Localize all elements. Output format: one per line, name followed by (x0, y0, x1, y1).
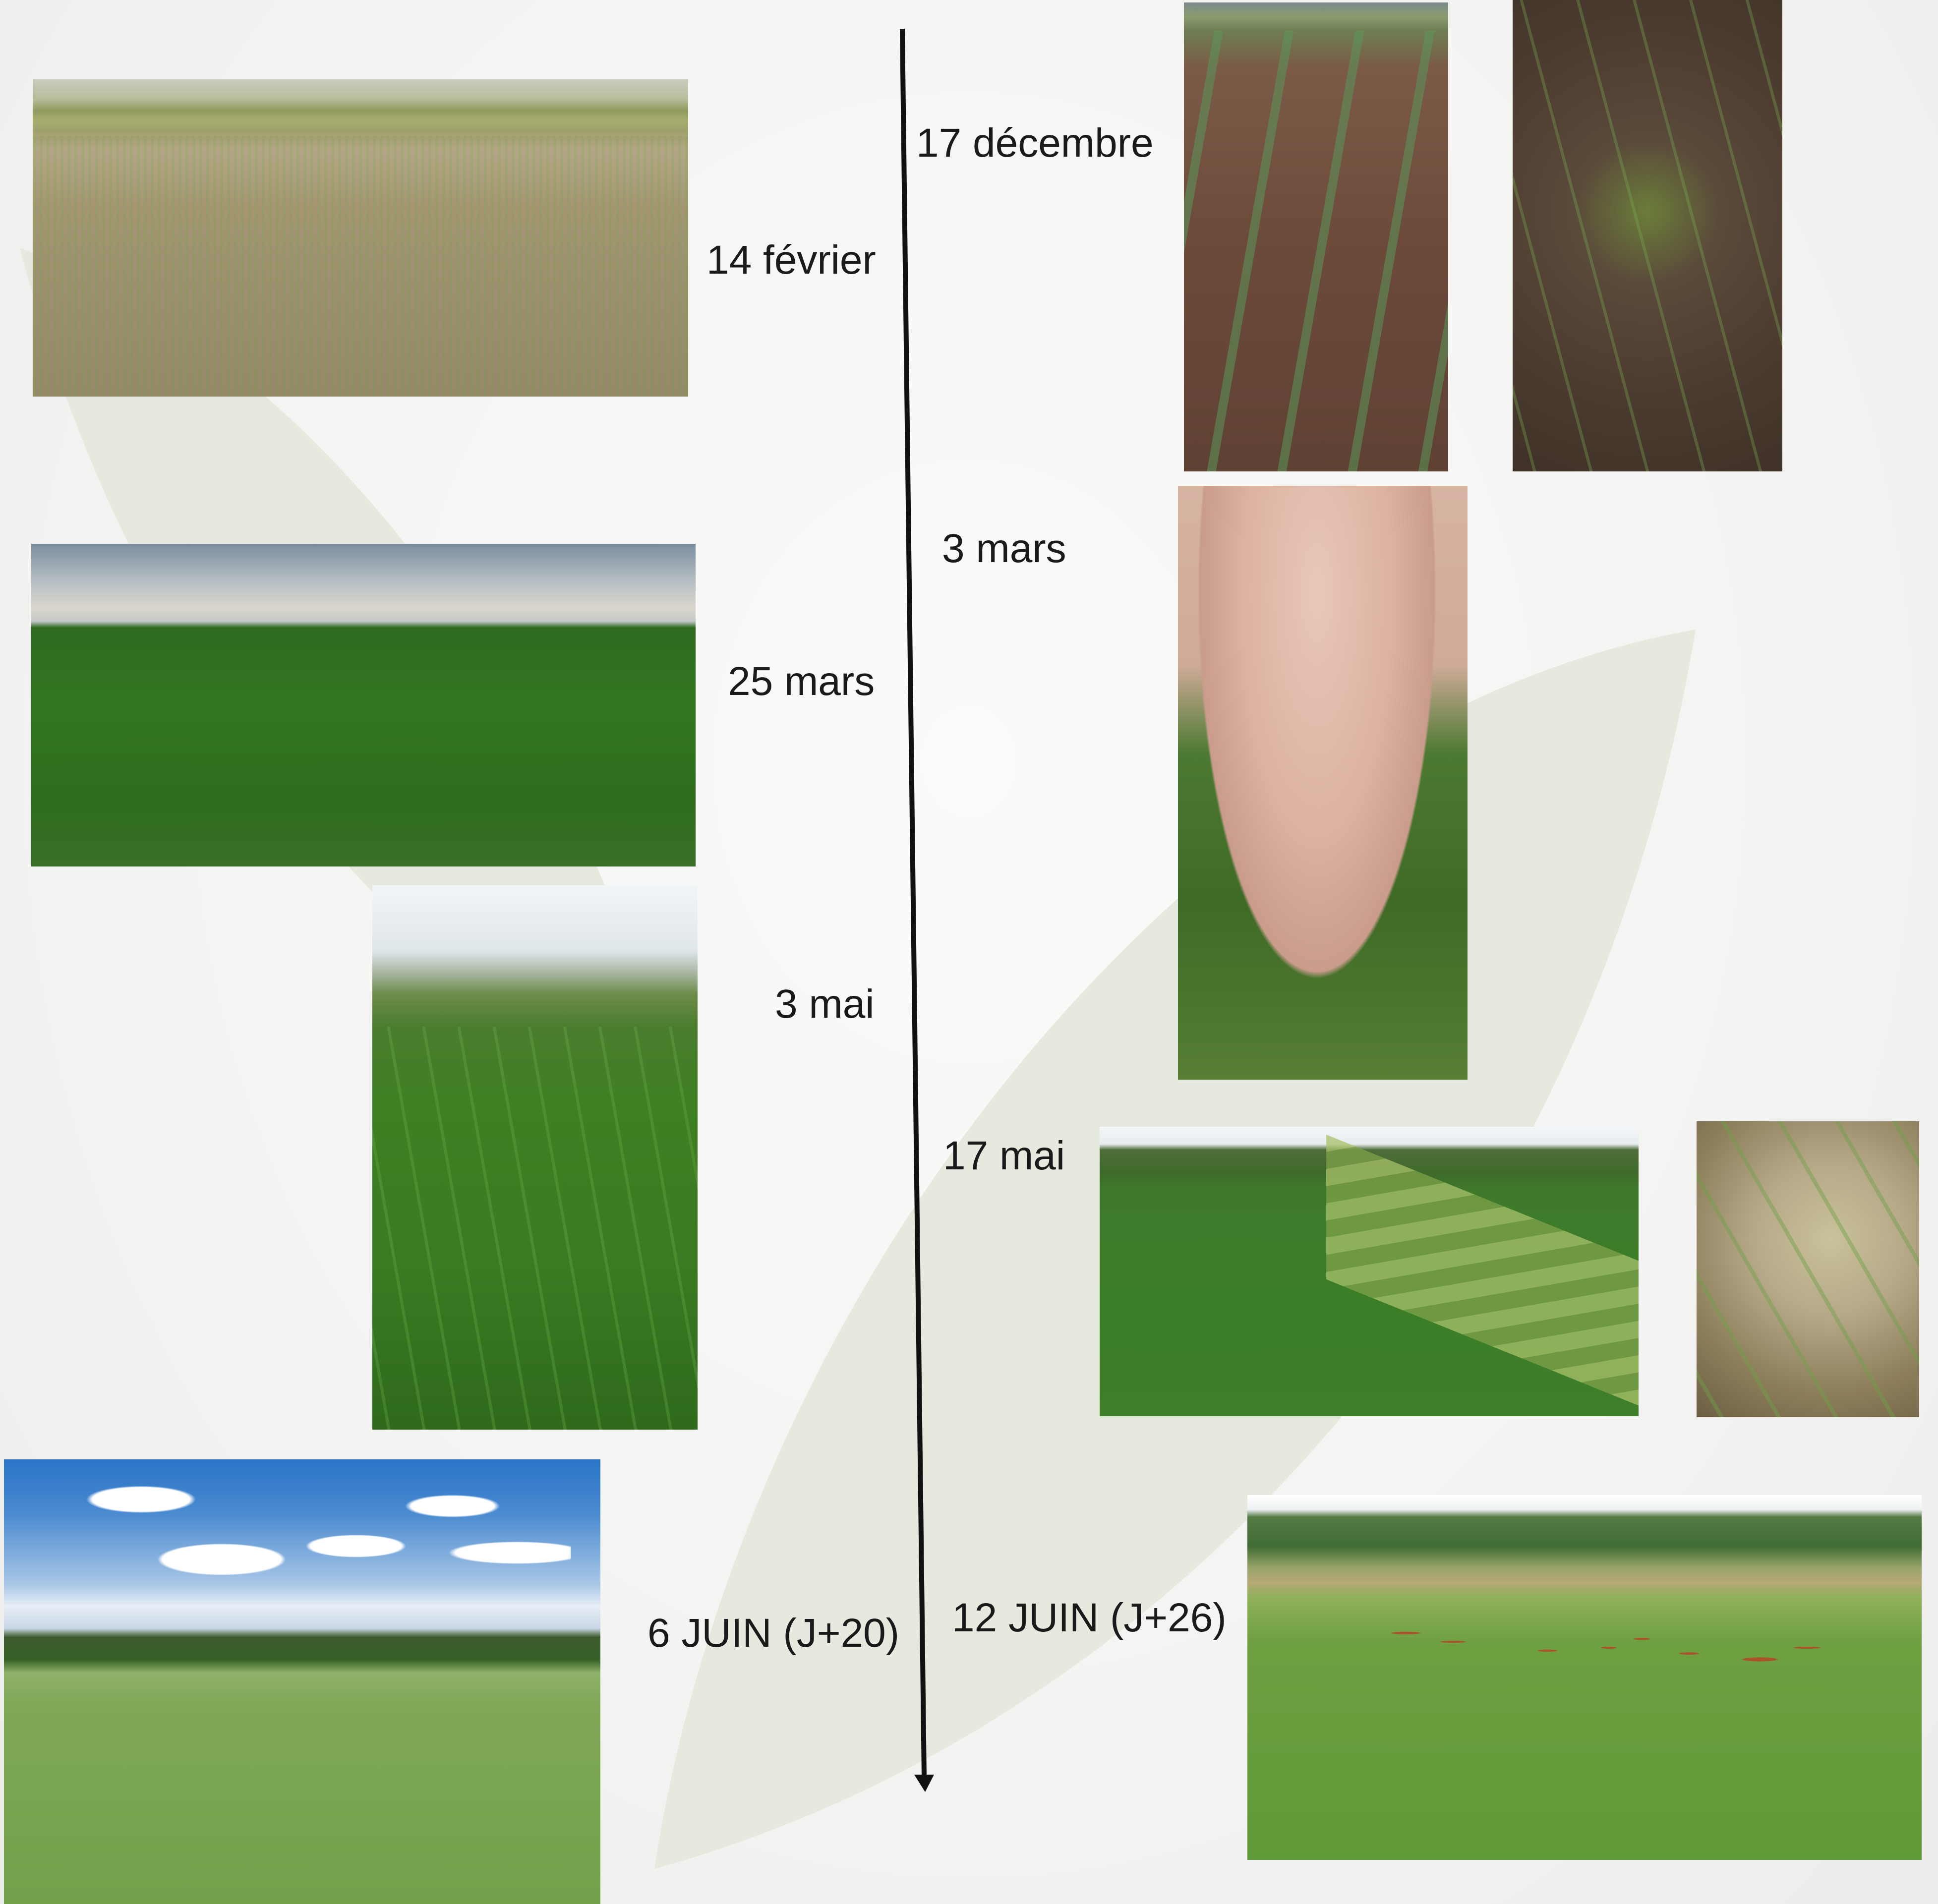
photo-12-juin-cows-field (1247, 1495, 1922, 1860)
label-17-decembre: 17 décembre (916, 120, 1154, 166)
label-3-mai: 3 mai (775, 981, 875, 1027)
photo-14-fevrier-field (33, 79, 688, 397)
photo-17-mai-closeup (1697, 1121, 1919, 1417)
photo-25-mars-field (31, 544, 696, 866)
photo-17-decembre-seedling-closeup (1513, 0, 1782, 471)
timeline-line (900, 28, 927, 1778)
photo-6-juin-field (4, 1459, 600, 1904)
label-14-fevrier: 14 février (706, 237, 876, 283)
label-25-mars: 25 mars (728, 659, 875, 704)
timeline-arrowhead-icon (914, 1775, 934, 1792)
photo-17-decembre-seedling-rows (1184, 2, 1448, 471)
label-3-mars: 3 mars (942, 526, 1066, 571)
photo-3-mars-hand-closeup (1178, 486, 1468, 1080)
label-6-juin: 6 JUIN (J+20) (647, 1611, 900, 1656)
label-12-juin: 12 JUIN (J+26) (952, 1595, 1227, 1640)
photo-3-mai-field (372, 885, 698, 1430)
label-17-mai: 17 mai (943, 1133, 1065, 1178)
photo-17-mai-mowing (1100, 1127, 1639, 1416)
